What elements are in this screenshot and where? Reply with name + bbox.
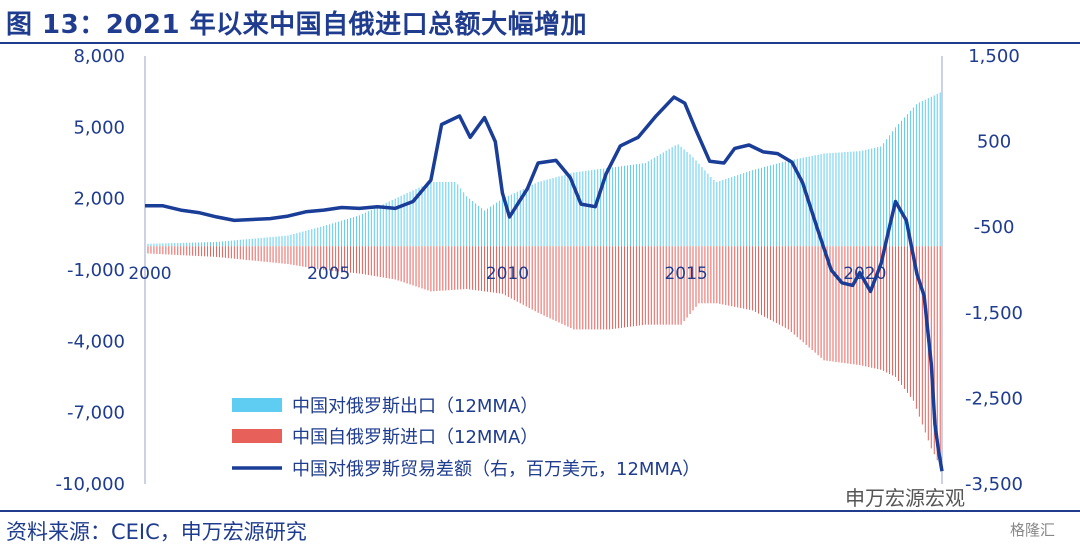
- legend-label: 中国自俄罗斯进口（12MMA）: [292, 427, 538, 448]
- left-axis: 8,000 5,000 2,000 -1,000 -4,000 -7,000 -10,000: [56, 46, 146, 495]
- watermark: 申万宏源宏观: [845, 486, 965, 510]
- footer-rule: [0, 510, 1080, 512]
- left-tick-label: 8,000: [73, 46, 125, 67]
- x-tick-label: 2000: [128, 264, 171, 284]
- legend-label: 中国对俄罗斯贸易差额（右，百万美元，12MMA）: [292, 459, 700, 480]
- x-axis: 2000 2005 2010 2015 2020: [128, 264, 886, 284]
- left-tick-label: 5,000: [73, 117, 125, 138]
- right-tick-label: 500: [977, 132, 1011, 153]
- legend-label: 中国对俄罗斯出口（12MMA）: [292, 396, 538, 417]
- x-tick-label: 2005: [307, 264, 350, 284]
- left-tick-label: -4,000: [67, 331, 125, 352]
- left-tick-label: -7,000: [67, 403, 125, 424]
- balance-line: [145, 95, 944, 472]
- watermark-corner: 格隆汇: [1010, 521, 1056, 539]
- x-tick-label: 2010: [486, 264, 529, 284]
- source-note: 资料来源：CEIC，申万宏源研究: [6, 520, 307, 544]
- right-axis: 1,500 500 -500 -1,500 -2,500 -3,500: [941, 46, 1023, 495]
- page-title: 图 13：2021 年以来中国自俄进口总额大幅增加: [6, 10, 588, 40]
- right-tick-label: -2,500: [965, 388, 1023, 409]
- left-tick-label: -10,000: [56, 474, 125, 495]
- legend-swatch-export: [232, 398, 282, 412]
- left-tick-label: -1,000: [67, 260, 125, 281]
- legend-swatch-import: [232, 429, 282, 443]
- right-tick-label: -500: [974, 217, 1015, 238]
- left-tick-label: 2,000: [73, 189, 125, 210]
- export-bars: [144, 92, 941, 247]
- legend: 中国对俄罗斯出口（12MMA） 中国自俄罗斯进口（12MMA） 中国对俄罗斯贸易差额…: [232, 396, 700, 480]
- right-tick-label: -3,500: [965, 474, 1023, 495]
- x-tick-label: 2015: [664, 264, 707, 284]
- title-rule: [0, 42, 1080, 44]
- chart: 8,000 5,000 2,000 -1,000 -4,000 -7,000 -10,000…: [56, 46, 1024, 495]
- right-tick-label: -1,500: [965, 303, 1023, 324]
- right-tick-label: 1,500: [968, 46, 1020, 67]
